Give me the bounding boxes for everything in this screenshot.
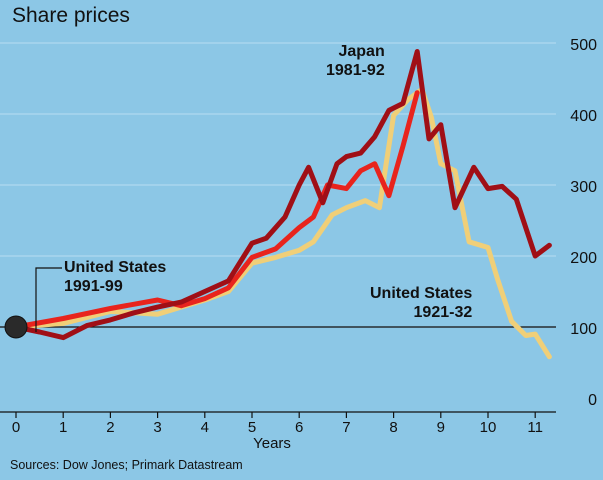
series-line-japan-1981-92 [13, 49, 552, 341]
y-tick-label-100: 100 [570, 321, 597, 338]
x-tick-label-10: 10 [480, 419, 497, 436]
x-tick-label-11: 11 [527, 419, 543, 436]
chart-source: Sources: Dow Jones; Primark Datastream [10, 458, 243, 472]
annotation-leader-us-1991-99 [35, 267, 62, 332]
annotation-us-1921-32-line1: United States [370, 285, 473, 302]
x-tick-label-1: 1 [59, 419, 67, 436]
y-tick-label-200: 200 [570, 250, 597, 267]
annotation-japan-line2: 1981-92 [326, 62, 385, 79]
y-axis: 0 100 200 300 400 500 [570, 37, 597, 409]
x-tick-label-6: 6 [295, 419, 303, 436]
x-tick-label-4: 4 [201, 419, 209, 436]
y-tick-label-0: 0 [588, 392, 597, 409]
annotation-us-1991-99-line1: United States [64, 259, 167, 276]
chart-series [13, 49, 552, 360]
annotation-us-1991-99: United States 1991-99 [64, 258, 166, 296]
chart-title: Share prices [12, 4, 130, 27]
series-line-us-1991-99 [13, 90, 420, 330]
start-point-marker [4, 315, 28, 339]
annotation-us-1921-32-line2: 1921-32 [413, 304, 473, 321]
y-tick-label-300: 300 [570, 179, 597, 196]
x-tick-label-5: 5 [248, 419, 256, 436]
annotation-japan: Japan 1981-92 [326, 42, 385, 80]
annotation-japan-line1: Japan [338, 43, 385, 60]
x-axis-label: Years [253, 435, 291, 452]
y-tick-label-500: 500 [570, 37, 597, 54]
chart-markers [4, 267, 62, 339]
x-tick-label-3: 3 [153, 419, 161, 436]
annotation-us-1991-99-line2: 1991-99 [64, 278, 123, 295]
x-tick-label-8: 8 [389, 419, 397, 436]
annotation-us-1921-32: United States 1921-32 [370, 284, 472, 322]
x-axis: Years 0 1 2 3 4 5 6 7 8 9 10 11 [0, 411, 556, 452]
x-tick-label-7: 7 [342, 419, 350, 436]
y-tick-label-400: 400 [570, 108, 597, 125]
x-tick-label-9: 9 [437, 419, 445, 436]
x-tick-label-0: 0 [12, 419, 20, 436]
x-tick-label-2: 2 [106, 419, 114, 436]
